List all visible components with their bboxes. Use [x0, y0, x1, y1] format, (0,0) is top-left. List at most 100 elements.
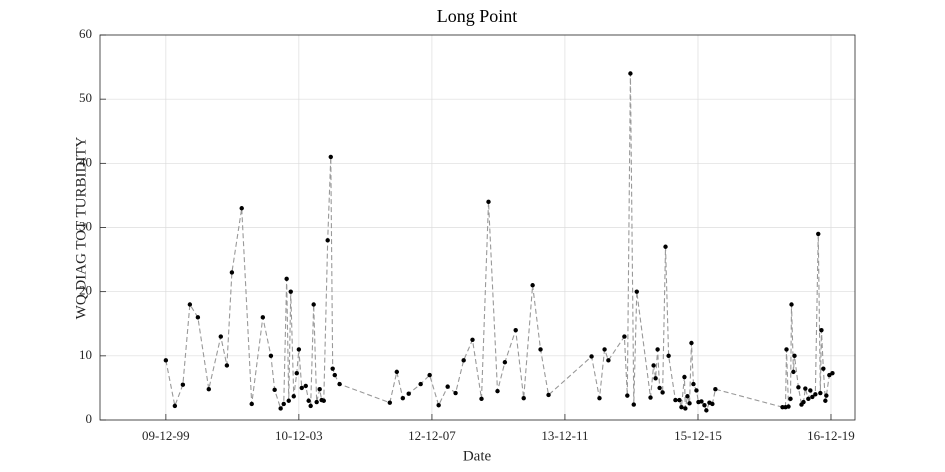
data-point: [816, 231, 821, 237]
data-point: [651, 363, 656, 368]
data-point: [260, 315, 266, 320]
data-point: [694, 388, 699, 393]
data-point: [628, 71, 633, 76]
data-point: [268, 353, 274, 359]
data-point: [530, 283, 535, 288]
data-point: [631, 402, 636, 407]
data-point: [602, 347, 607, 352]
data-point: [710, 401, 715, 407]
data-point: [306, 398, 311, 403]
data-point: [606, 358, 611, 363]
data-point: [666, 353, 671, 359]
data-point: [296, 347, 302, 352]
data-point: [538, 347, 543, 352]
data-point: [317, 387, 322, 392]
data-point: [683, 406, 688, 411]
data-point: [821, 366, 826, 371]
data-point: [788, 396, 793, 402]
data-point: [400, 395, 406, 401]
y-tick-label: 60: [79, 26, 92, 41]
data-point: [291, 394, 296, 399]
x-tick-label: 16-12-19: [807, 428, 855, 443]
data-point: [622, 334, 627, 339]
x-tick-label: 15-12-15: [674, 428, 722, 443]
data-point: [786, 404, 791, 409]
data-point: [824, 393, 829, 398]
data-point: [187, 302, 193, 307]
data-point: [677, 397, 682, 403]
data-point: [272, 387, 277, 393]
data-point: [387, 400, 393, 405]
data-point: [784, 347, 789, 352]
data-point: [321, 398, 326, 403]
data-point: [284, 276, 289, 282]
plot: [163, 71, 835, 413]
y-axis-label: WQ DIAG TOT TURBIDITY: [73, 137, 89, 320]
data-point: [172, 403, 178, 409]
data-point: [470, 337, 475, 342]
data-point: [521, 395, 526, 401]
data-point: [818, 390, 823, 396]
data-point: [163, 358, 169, 363]
data-point: [286, 398, 291, 403]
data-point: [486, 199, 491, 205]
data-point: [427, 372, 432, 378]
data-point: [325, 238, 330, 243]
data-point: [801, 399, 806, 405]
data-point: [685, 394, 690, 399]
y-tick-label: 40: [79, 154, 92, 169]
data-point: [597, 395, 602, 401]
data-point: [691, 381, 696, 387]
x-tick-label: 09-12-99: [142, 428, 190, 443]
data-point: [303, 383, 308, 389]
data-point: [502, 360, 508, 365]
data-point: [218, 334, 223, 339]
data-point: [791, 369, 796, 375]
data-point: [699, 399, 704, 404]
y-tick-label: 30: [79, 218, 92, 233]
data-point: [663, 244, 668, 249]
data-point: [278, 406, 283, 411]
y-tick-label: 10: [79, 347, 92, 362]
x-tick-label: 10-12-03: [275, 428, 323, 443]
data-point: [808, 388, 813, 393]
data-point: [689, 340, 694, 346]
data-point: [702, 403, 707, 408]
data-point: [806, 396, 811, 402]
data-point: [625, 393, 630, 398]
x-tick-label: 13-12-11: [541, 428, 588, 443]
data-point: [823, 398, 828, 403]
data-point: [206, 387, 211, 392]
x-tick-label: 12-12-07: [408, 428, 456, 443]
data-point: [803, 386, 808, 391]
data-point: [673, 397, 678, 403]
data-point: [704, 408, 709, 413]
data-point: [394, 369, 400, 375]
data-point: [314, 399, 319, 405]
y-tick-label: 0: [86, 411, 93, 426]
data-point: [299, 385, 304, 391]
data-point: [495, 388, 500, 394]
data-point: [461, 358, 466, 363]
data-point: [679, 404, 684, 410]
data-point: [288, 289, 293, 294]
data-point: [682, 374, 687, 380]
data-point: [332, 372, 337, 378]
data-point: [546, 392, 551, 398]
data-point: [792, 353, 797, 359]
data-point: [589, 354, 594, 359]
data-point: [308, 403, 313, 409]
data-point: [453, 390, 458, 396]
data-point: [180, 382, 186, 387]
data-point: [328, 154, 333, 160]
data-point: [657, 385, 662, 391]
data-point: [436, 403, 441, 408]
data-point: [249, 401, 254, 407]
axes-box: [99, 34, 856, 421]
y-tick-label: 50: [79, 90, 92, 105]
data-point: [660, 390, 665, 395]
data-point: [513, 327, 518, 333]
data-point: [810, 394, 815, 400]
data-point: [655, 347, 660, 352]
